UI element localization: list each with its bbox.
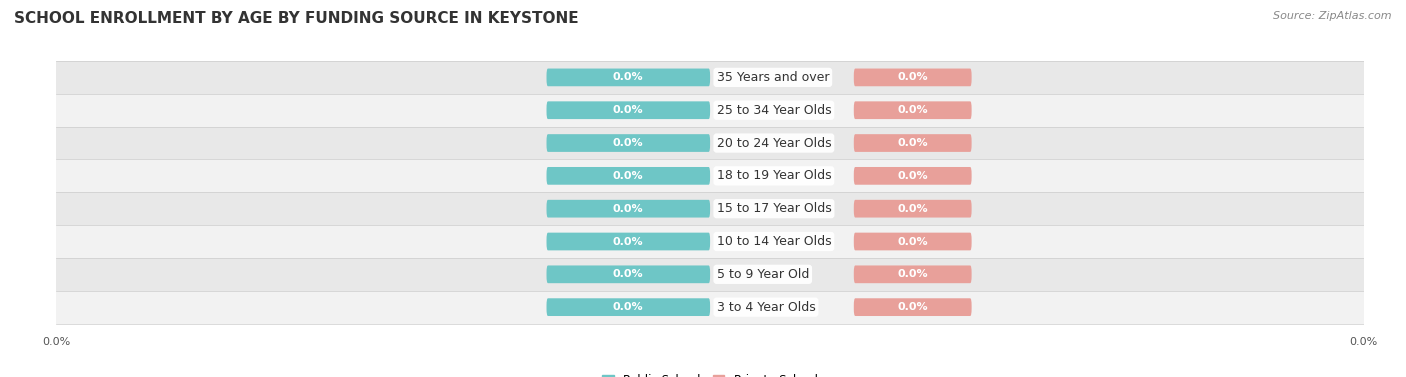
- FancyBboxPatch shape: [853, 167, 972, 185]
- Bar: [56, 61, 1364, 94]
- FancyBboxPatch shape: [547, 265, 710, 283]
- Text: 0.0%: 0.0%: [897, 302, 928, 312]
- Text: 0.0%: 0.0%: [897, 72, 928, 83]
- Text: SCHOOL ENROLLMENT BY AGE BY FUNDING SOURCE IN KEYSTONE: SCHOOL ENROLLMENT BY AGE BY FUNDING SOUR…: [14, 11, 579, 26]
- FancyBboxPatch shape: [547, 69, 710, 86]
- Text: 5 to 9 Year Old: 5 to 9 Year Old: [717, 268, 808, 281]
- Text: 0.0%: 0.0%: [613, 105, 644, 115]
- Text: 0.0%: 0.0%: [897, 204, 928, 214]
- Text: 18 to 19 Year Olds: 18 to 19 Year Olds: [717, 169, 831, 182]
- Bar: [56, 192, 1364, 225]
- Text: 0.0%: 0.0%: [613, 269, 644, 279]
- FancyBboxPatch shape: [547, 101, 710, 119]
- Text: 0.0%: 0.0%: [613, 171, 644, 181]
- Bar: [56, 127, 1364, 159]
- Text: 0.0%: 0.0%: [613, 72, 644, 83]
- FancyBboxPatch shape: [853, 298, 972, 316]
- Text: 35 Years and over: 35 Years and over: [717, 71, 830, 84]
- FancyBboxPatch shape: [853, 134, 972, 152]
- Text: 10 to 14 Year Olds: 10 to 14 Year Olds: [717, 235, 831, 248]
- Text: Source: ZipAtlas.com: Source: ZipAtlas.com: [1274, 11, 1392, 21]
- FancyBboxPatch shape: [853, 69, 972, 86]
- Text: 25 to 34 Year Olds: 25 to 34 Year Olds: [717, 104, 831, 117]
- Legend: Public School, Private School: Public School, Private School: [602, 374, 818, 377]
- FancyBboxPatch shape: [853, 265, 972, 283]
- Text: 0.0%: 0.0%: [613, 204, 644, 214]
- Text: 20 to 24 Year Olds: 20 to 24 Year Olds: [717, 136, 831, 150]
- Text: 0.0%: 0.0%: [897, 269, 928, 279]
- Text: 0.0%: 0.0%: [613, 138, 644, 148]
- Text: 0.0%: 0.0%: [613, 236, 644, 247]
- FancyBboxPatch shape: [547, 200, 710, 218]
- Text: 0.0%: 0.0%: [897, 138, 928, 148]
- Bar: [56, 258, 1364, 291]
- Bar: [56, 94, 1364, 127]
- Text: 0.0%: 0.0%: [897, 171, 928, 181]
- FancyBboxPatch shape: [853, 101, 972, 119]
- FancyBboxPatch shape: [547, 233, 710, 250]
- Bar: [56, 159, 1364, 192]
- Text: 3 to 4 Year Olds: 3 to 4 Year Olds: [717, 300, 815, 314]
- FancyBboxPatch shape: [853, 200, 972, 218]
- Text: 15 to 17 Year Olds: 15 to 17 Year Olds: [717, 202, 831, 215]
- Text: 0.0%: 0.0%: [613, 302, 644, 312]
- FancyBboxPatch shape: [547, 134, 710, 152]
- Text: 0.0%: 0.0%: [897, 236, 928, 247]
- FancyBboxPatch shape: [853, 233, 972, 250]
- Bar: [56, 225, 1364, 258]
- FancyBboxPatch shape: [547, 298, 710, 316]
- Text: 0.0%: 0.0%: [897, 105, 928, 115]
- Bar: [56, 291, 1364, 323]
- FancyBboxPatch shape: [547, 167, 710, 185]
